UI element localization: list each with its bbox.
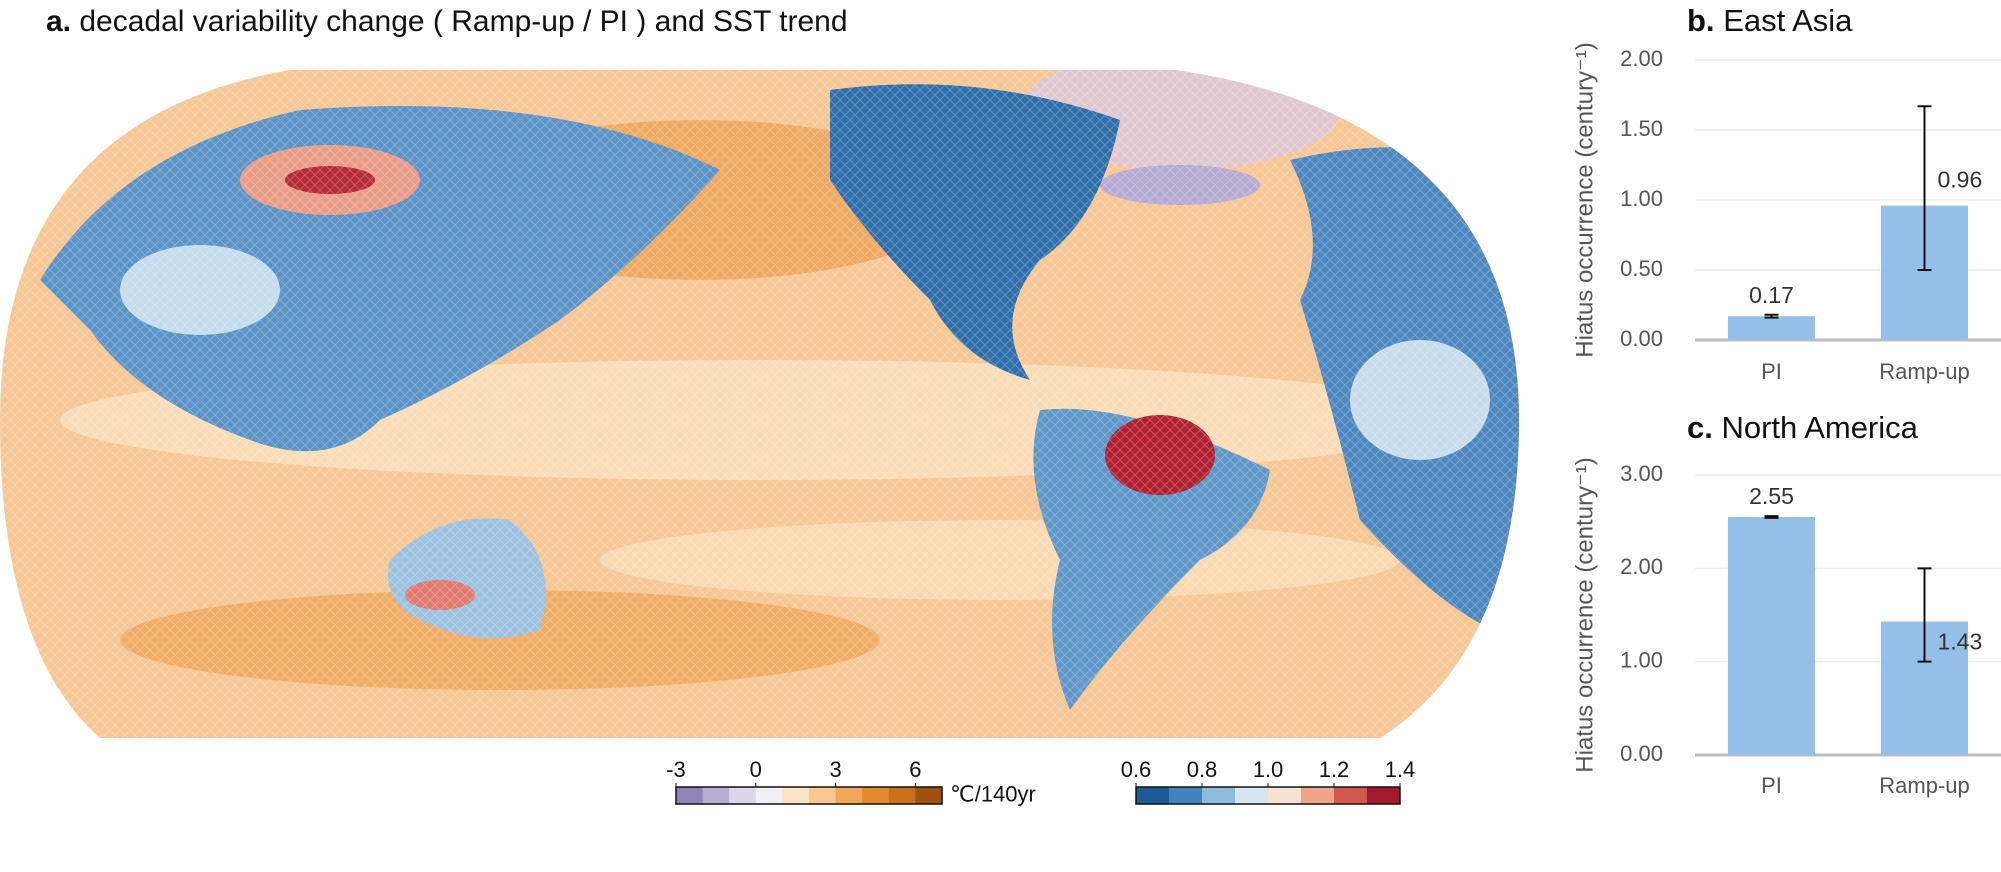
- colorbar-segment: [1268, 787, 1302, 804]
- panel-title-text: North America: [1721, 410, 1918, 445]
- y-tick-label: 3.00: [1620, 461, 1663, 486]
- x-tick-label: Ramp-up: [1879, 773, 1969, 798]
- colorbar-tick-label: 1.2: [1319, 757, 1350, 782]
- colorbar-segment: [676, 787, 704, 804]
- colorbar-tick-label: 3: [829, 757, 841, 782]
- error-bar: [1917, 105, 1932, 271]
- colorbar-segment: [782, 787, 810, 804]
- colorbar-segment: [1301, 787, 1335, 804]
- bar: [1728, 517, 1815, 755]
- colorbar-frame: [675, 786, 943, 805]
- value-label: 2.55: [1749, 483, 1794, 509]
- colorbar-tick-label: 0.8: [1187, 757, 1218, 782]
- colorbar-segment: [888, 787, 916, 804]
- panel-title-text: East Asia: [1723, 3, 1853, 38]
- colorbar-segment: [915, 787, 943, 804]
- panel-label: b.: [1687, 3, 1715, 38]
- colorbar-unit: ℃/140yr: [950, 781, 1036, 806]
- y-tick-label: 1.00: [1620, 186, 1663, 211]
- colorbar-segment: [1202, 787, 1236, 804]
- bar: [1728, 316, 1815, 340]
- colorbar-segment: [702, 787, 730, 804]
- panel-label: a.: [46, 5, 71, 38]
- colorbar-segment: [755, 787, 783, 804]
- value-label: 0.96: [1938, 166, 1983, 192]
- y-axis-label: Hiatus occurrence (century⁻¹): [1571, 42, 1598, 357]
- panel-title: c. North America: [1687, 410, 1919, 445]
- colorbar-tick-label: -3: [666, 757, 686, 782]
- colorbar-segment: [835, 787, 863, 804]
- y-tick-label: 0.00: [1620, 326, 1663, 351]
- panel-title: b. East Asia: [1687, 3, 1853, 38]
- y-tick-label: 2.00: [1620, 554, 1663, 579]
- colorbar-tick-label: 1.0: [1253, 757, 1284, 782]
- x-tick-label: PI: [1761, 359, 1782, 384]
- error-bar: [1764, 515, 1779, 519]
- error-bar: [1917, 567, 1932, 663]
- colorbar-tick-label: 1.4: [1385, 757, 1416, 782]
- colorbar-tick-label: 0.6: [1121, 757, 1152, 782]
- map: [0, 70, 1519, 738]
- y-tick-label: 1.00: [1620, 647, 1663, 672]
- colorbar-segment: [809, 787, 837, 804]
- colorbar-segment: [1136, 787, 1170, 804]
- x-tick-label: PI: [1761, 773, 1782, 798]
- panel-title: a. decadal variability change ( Ramp-up …: [46, 5, 848, 38]
- colorbar-segment: [1235, 787, 1269, 804]
- y-axis-label: Hiatus occurrence (century⁻¹): [1571, 457, 1598, 772]
- colorbar-tick-label: 6: [909, 757, 921, 782]
- y-tick-label: 2.00: [1620, 46, 1663, 71]
- y-tick-label: 0.50: [1620, 256, 1663, 281]
- value-label: 0.17: [1749, 282, 1794, 308]
- colorbar-segment: [1169, 787, 1203, 804]
- y-tick-label: 0.00: [1620, 741, 1663, 766]
- x-tick-label: Ramp-up: [1879, 359, 1969, 384]
- panel-title-text: decadal variability change ( Ramp-up / P…: [79, 5, 847, 38]
- error-bar: [1764, 313, 1779, 319]
- colorbar-tick-label: 0: [750, 757, 762, 782]
- colorbar-segment: [1367, 787, 1401, 804]
- colorbar-segment: [1334, 787, 1368, 804]
- colorbar-segment: [862, 787, 890, 804]
- value-label: 1.43: [1938, 628, 1983, 654]
- panel-label: c.: [1687, 410, 1713, 445]
- colorbar-segment: [729, 787, 757, 804]
- y-tick-label: 1.50: [1620, 116, 1663, 141]
